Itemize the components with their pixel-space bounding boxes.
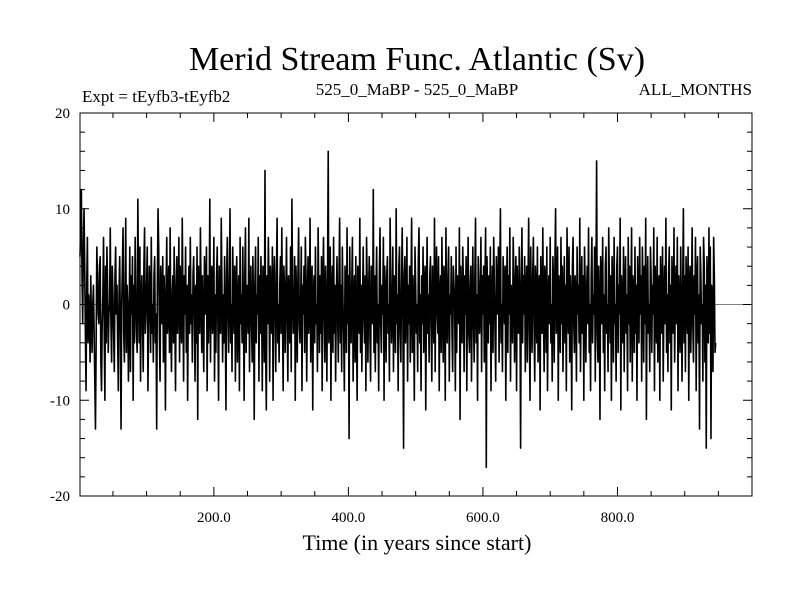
x-tick-label: 600.0: [466, 510, 500, 526]
plot-area: 200.0 400.0 600.0 800.0 -20 -10 0 10 20: [50, 106, 753, 526]
x-tick-label: 400.0: [332, 510, 366, 526]
x-axis-label: Time (in years since start): [303, 530, 532, 555]
series-line: [79, 150, 717, 469]
y-tick-label: 0: [63, 298, 71, 314]
y-tick-label: -10: [50, 393, 70, 409]
y-tick-label: 10: [55, 202, 70, 218]
chart-subtitle-left: Expt = tEyfb3-tEyfb2: [82, 87, 230, 106]
chart-title: Merid Stream Func. Atlantic (Sv): [189, 41, 645, 78]
y-tick-label: -20: [50, 489, 70, 505]
x-tick-label: 200.0: [197, 510, 231, 526]
y-tick-label: 20: [55, 106, 70, 122]
chart-subtitle-center: 525_0_MaBP - 525_0_MaBP: [316, 80, 518, 99]
x-tick-label: 800.0: [601, 510, 635, 526]
chart-subtitle-right: ALL_MONTHS: [639, 80, 752, 99]
